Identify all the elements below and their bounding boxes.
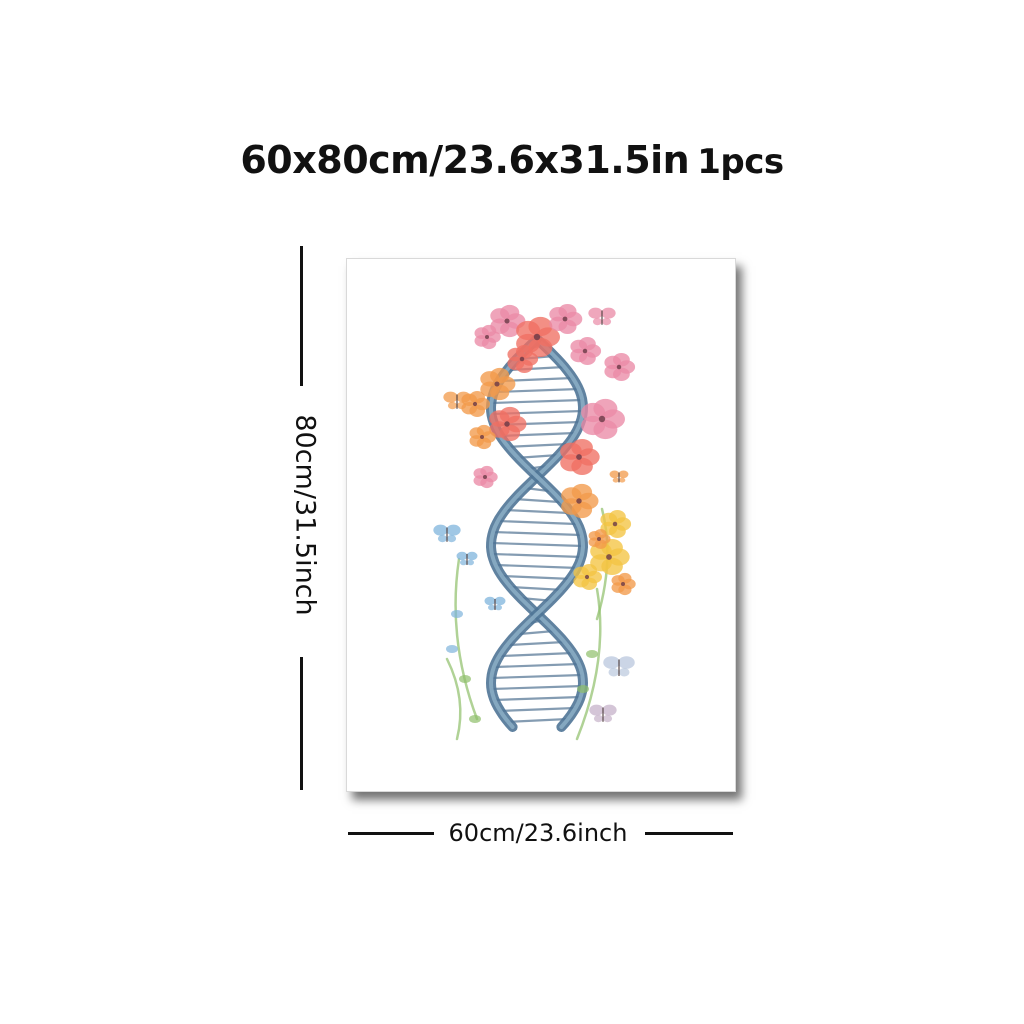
size-text: 60x80cm/23.6x31.5in	[240, 138, 690, 182]
flower	[570, 337, 602, 365]
flower	[604, 353, 636, 381]
dna-rung	[509, 640, 565, 647]
dna-rung	[491, 552, 583, 559]
stem	[445, 657, 462, 741]
flower	[588, 529, 611, 549]
dna-rung	[491, 673, 583, 680]
dna-strand-highlight	[488, 337, 586, 729]
leaf	[469, 715, 481, 723]
flower	[581, 398, 625, 440]
flower	[473, 465, 498, 489]
dna-rung	[498, 706, 576, 713]
butterfly-icon	[456, 551, 478, 566]
dna-strands	[485, 334, 589, 732]
stem	[454, 557, 479, 721]
dna-rung	[501, 651, 573, 658]
product-size-title: 60x80cm/23.6x31.5in 1pcs	[0, 138, 1024, 182]
flower	[549, 304, 583, 334]
dna-rung	[514, 497, 560, 504]
leaf	[446, 645, 458, 653]
dna-rung	[491, 398, 583, 405]
butterfly-icon	[433, 524, 461, 543]
butterfly-icon	[484, 596, 506, 611]
dna-rung	[505, 717, 569, 724]
leaf	[586, 650, 598, 658]
dna-flower-artwork	[433, 304, 636, 741]
flower	[507, 345, 539, 373]
quantity-text: 1pcs	[697, 142, 784, 182]
width-dimension-line-left	[348, 832, 434, 835]
butterfly-icon	[589, 704, 617, 723]
leaf	[459, 675, 471, 683]
leaf	[577, 685, 589, 693]
flowers	[446, 304, 636, 723]
dna-rungs	[491, 343, 583, 724]
dna-rung	[501, 574, 573, 581]
canvas-print	[346, 258, 736, 792]
butterfly-icon	[603, 656, 635, 677]
butterfly-icon	[588, 307, 616, 326]
height-dimension-line-top	[300, 246, 303, 386]
dna-rung	[491, 684, 583, 691]
leaf	[451, 610, 463, 618]
height-dimension-label: 80cm/31.5inch	[289, 414, 321, 616]
flower	[573, 564, 602, 590]
butterflies	[433, 307, 635, 723]
stem	[575, 587, 602, 741]
dna-rung	[493, 530, 581, 537]
flower	[560, 439, 600, 475]
butterfly-icon	[609, 470, 629, 483]
dna-rung	[495, 662, 579, 669]
flower	[611, 572, 636, 596]
flower	[600, 510, 632, 538]
flower	[561, 483, 599, 519]
dna-rung	[497, 519, 577, 526]
flower	[474, 324, 501, 350]
dna-rung	[493, 695, 581, 702]
width-dimension-label: 60cm/23.6inch	[448, 819, 628, 847]
dna-rung	[505, 508, 569, 515]
dna-rung	[491, 541, 583, 548]
flower	[469, 424, 496, 450]
flower	[480, 367, 516, 401]
width-dimension-line-right	[645, 832, 733, 835]
butterfly-icon	[443, 391, 471, 410]
dna-rung	[505, 442, 569, 449]
dna-rung	[495, 563, 579, 570]
height-dimension-line-bottom	[300, 657, 303, 790]
dna-strand-highlight	[488, 337, 586, 729]
